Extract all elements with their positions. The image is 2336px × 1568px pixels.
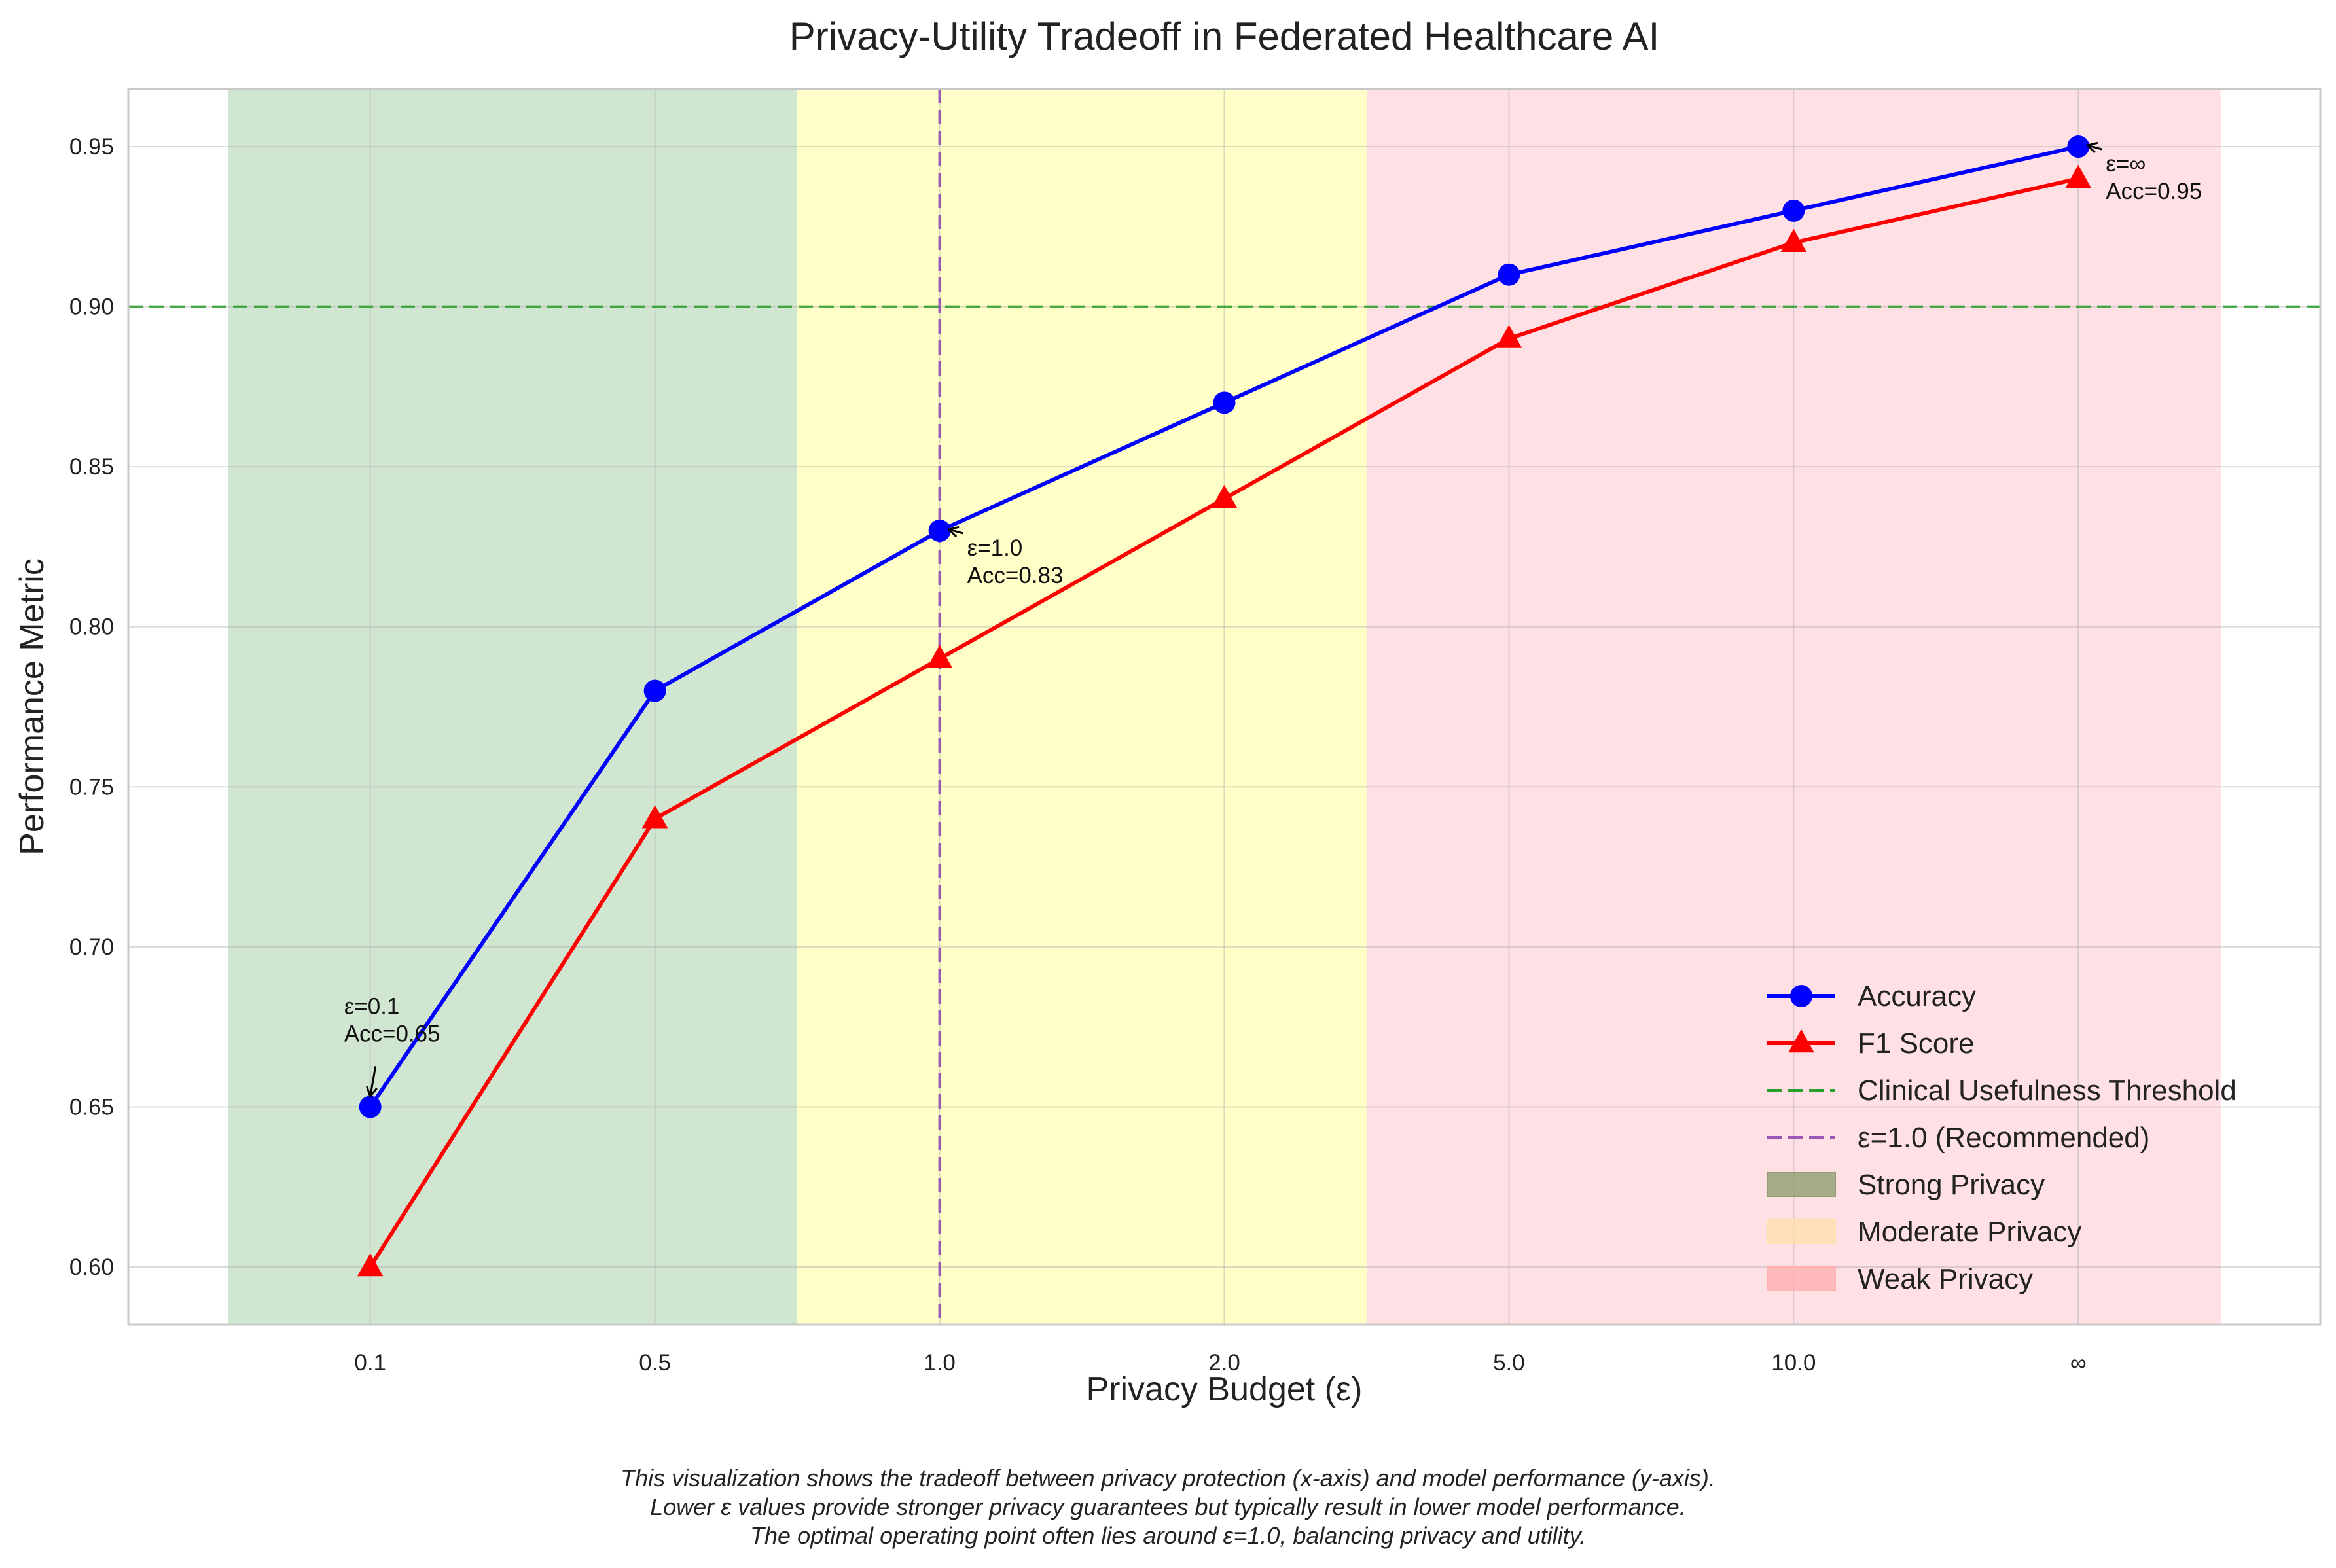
f1-score-point <box>2065 164 2092 188</box>
legend-label: F1 Score <box>1858 1027 1975 1060</box>
x-tick-label: 0.5 <box>639 1350 671 1376</box>
accuracy-point <box>359 1096 382 1118</box>
f1-score-point <box>1211 484 1238 508</box>
x-tick-label: 2.0 <box>1208 1350 1240 1376</box>
legend: Accuracy F1 Score Clinical Usefulness Thre… <box>1767 980 2237 1295</box>
x-tick-label: 5.0 <box>1493 1350 1525 1376</box>
annotation-arrow <box>948 528 963 535</box>
f1-score-point <box>641 805 668 829</box>
annotation-label: Acc=0.65 <box>344 1021 440 1046</box>
x-tick-label: 1.0 <box>924 1350 956 1376</box>
legend-marker <box>1790 985 1812 1007</box>
legend-label: Moderate Privacy <box>1858 1216 2081 1248</box>
y-tick-label: 0.85 <box>69 454 114 480</box>
region-moderate-privacy <box>797 89 1367 1325</box>
y-tick-label: 0.70 <box>69 935 114 960</box>
legend-marker <box>1788 1029 1814 1053</box>
annotation-arrowhead <box>946 526 960 538</box>
accuracy-point <box>2067 135 2090 158</box>
caption-line-3: The optimal operating point often lies a… <box>750 1522 1586 1549</box>
annotation-arrowhead <box>2085 141 2098 154</box>
annotation-label: ε=0.1 <box>344 993 400 1019</box>
x-tick-label: 0.1 <box>354 1350 386 1376</box>
x-tick-label: ∞ <box>2070 1350 2087 1376</box>
annotation-arrowhead <box>366 1086 378 1099</box>
accuracy-point <box>1213 391 1236 414</box>
annotation-label: Acc=0.95 <box>2106 179 2202 204</box>
y-tick-label: 0.65 <box>69 1094 114 1120</box>
caption-line-1: This visualization shows the tradeoff be… <box>620 1465 1716 1491</box>
f1-score-point <box>1496 325 1522 348</box>
annotation-arrow <box>369 1066 377 1097</box>
x-axis-label: Privacy Budget (ε) <box>1087 1370 1363 1408</box>
annotation-label: Acc=0.83 <box>967 563 1064 588</box>
y-axis-label: Performance Metric <box>13 558 51 855</box>
y-tick-label: 0.80 <box>69 615 114 640</box>
region-weak-privacy <box>1366 89 2221 1325</box>
accuracy-point <box>928 519 951 542</box>
region-strong-privacy <box>228 89 798 1325</box>
annotation-label: ε=∞ <box>2106 151 2146 177</box>
annotation: ε=∞Acc=0.95 <box>2085 141 2202 204</box>
y-tick-label: 0.60 <box>69 1255 114 1280</box>
legend-label: Accuracy <box>1858 980 1976 1012</box>
annotation-arrow <box>2087 144 2102 151</box>
f1-score-point <box>926 645 953 668</box>
legend-swatch <box>1767 1266 1836 1291</box>
legend-label: Clinical Usefulness Threshold <box>1858 1075 2237 1107</box>
f1-score-point <box>357 1253 384 1277</box>
accuracy-point <box>1782 199 1805 222</box>
x-tick-label: 10.0 <box>1771 1350 1816 1376</box>
y-tick-label: 0.90 <box>69 294 114 320</box>
legend-swatch <box>1767 1219 1836 1244</box>
chart-title: Privacy-Utility Tradeoff in Federated He… <box>789 14 1660 58</box>
accuracy-point <box>643 679 666 702</box>
legend-swatch <box>1767 1172 1836 1197</box>
y-tick-label: 0.75 <box>69 774 114 800</box>
f1-score-point <box>1780 228 1807 253</box>
plot-frame <box>127 88 2322 1326</box>
accuracy-point <box>1498 263 1520 286</box>
annotation-label: ε=1.0 <box>967 535 1023 561</box>
y-tick-label: 0.95 <box>69 134 114 160</box>
legend-label: Strong Privacy <box>1858 1169 2045 1201</box>
legend-label: Weak Privacy <box>1858 1263 2033 1295</box>
legend-label: ε=1.0 (Recommended) <box>1858 1122 2149 1154</box>
caption-line-2: Lower ε values provide stronger privacy … <box>650 1493 1686 1520</box>
